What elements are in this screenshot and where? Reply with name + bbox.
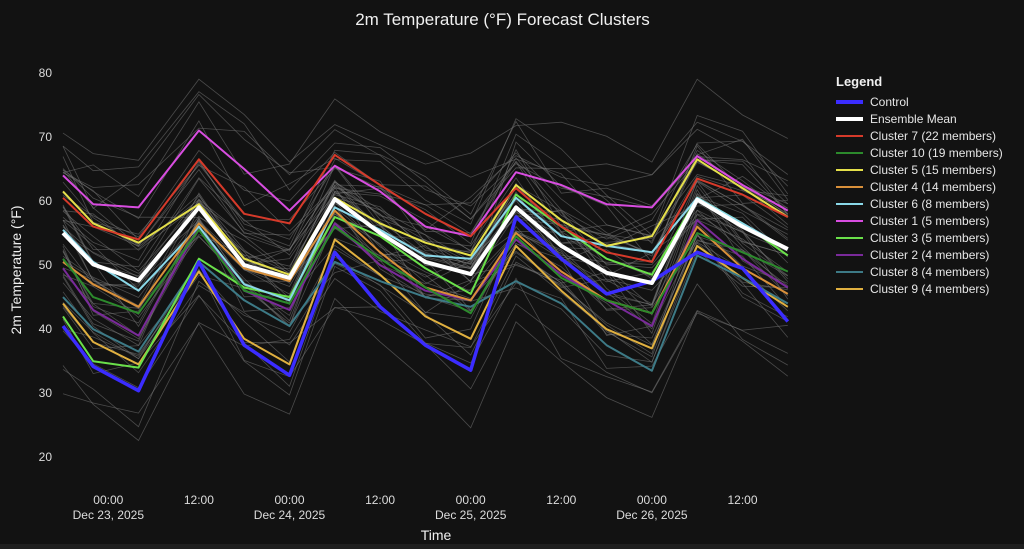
legend-item[interactable]: Control [836,93,1003,110]
series-line-cluster-1-5-members [62,129,789,238]
x-tick-date: Dec 23, 2025 [72,508,144,522]
x-axis-label: Time [420,527,452,543]
legend-swatch [836,116,863,121]
x-tick-time: 00:00 [93,493,124,507]
y-tick-label: 20 [38,450,52,465]
legend-label: Cluster 10 (19 members) [870,145,1003,160]
legend[interactable]: Legend Control Ensemble Mean Cluster 7 (22… [836,74,1003,297]
legend-item[interactable]: Cluster 3 (5 members) [836,229,1003,246]
series-line-control [61,215,790,393]
y-tick-label: 50 [38,258,52,273]
legend-item[interactable]: Cluster 4 (14 members) [836,178,1003,195]
ensemble-member-line [62,297,789,429]
ensemble-member-line [62,213,789,355]
legend-label: Cluster 1 (5 members) [870,213,990,228]
x-tick-time: 12:00 [365,493,396,507]
legend-item[interactable]: Ensemble Mean [836,110,1003,127]
y-tick-label: 60 [38,194,52,208]
legend-label: Cluster 4 (14 members) [870,179,997,194]
legend-swatch [836,151,863,154]
status-bar [0,544,1024,549]
legend-label: Cluster 8 (4 members) [870,264,990,279]
series-line-cluster-10-19-members [62,225,789,315]
legend-item[interactable]: Cluster 2 (4 members) [836,246,1003,263]
x-tick-label: 12:00 [184,493,214,508]
legend-item[interactable]: Cluster 10 (19 members) [836,144,1003,161]
x-tick-time: 12:00 [727,493,758,507]
legend-label: Cluster 6 (8 members) [870,196,990,211]
series-line-cluster-7-22-members [62,153,789,263]
legend-label: Cluster 5 (15 members) [870,162,997,177]
ensemble-member-line [62,195,789,325]
legend-item[interactable]: Cluster 1 (5 members) [836,212,1003,229]
legend-swatch [836,253,863,256]
legend-swatch [836,185,863,188]
legend-label: Cluster 7 (22 members) [870,128,997,143]
legend-swatch [836,168,863,171]
legend-label: Cluster 9 (4 members) [870,281,990,296]
legend-swatch [836,270,863,273]
series-line-ensemble-mean [61,197,789,285]
ensemble-member-line [62,148,789,295]
series-line-cluster-5-15-members [62,158,789,276]
x-tick-date: Dec 26, 2025 [616,508,688,522]
x-tick-time: 12:00 [183,493,214,507]
series-line-cluster-2-4-members [62,219,789,337]
chart-series [61,129,790,393]
ensemble-member-line [62,277,788,374]
legend-title: Legend [836,74,883,89]
x-tick-label: 00:00 Dec 25, 2025 [435,493,506,523]
y-tick-label: 80 [38,65,52,80]
legend-label: Cluster 2 (4 members) [870,247,990,262]
ensemble-member-line [62,270,788,393]
x-tick-date: Dec 24, 2025 [253,508,326,522]
chart-title: 2m Temperature (°F) Forecast Clusters [355,10,650,29]
ensemble-member-line [62,175,788,306]
x-tick-label: 12:00 [546,493,576,508]
legend-swatch [836,134,863,137]
y-tick-label: 40 [38,322,52,337]
legend-item[interactable]: Cluster 6 (8 members) [836,195,1003,212]
ensemble-member-line [62,78,788,165]
ensemble-member-line [62,178,788,278]
x-tick-time: 00:00 [636,493,667,507]
legend-label: Cluster 3 (5 members) [870,230,990,245]
legend-swatch [836,236,863,239]
x-tick-label: 00:00 Dec 23, 2025 [73,493,144,523]
legend-swatch [836,219,863,222]
x-tick-time: 00:00 [274,493,305,507]
series-line-cluster-8-4-members [62,254,789,372]
legend-items: Control Ensemble Mean Cluster 7 (22 member… [836,93,1003,297]
series-line-cluster-3-5-members [62,193,789,369]
ensemble-member-line [62,118,789,316]
x-tick-time: 00:00 [455,493,486,507]
legend-swatch [836,99,863,104]
x-tick-label: 12:00 [727,493,757,508]
x-tick-label: 12:00 [365,493,395,508]
legend-swatch [836,287,863,290]
ensemble-member-line [62,161,789,261]
legend-item[interactable]: Cluster 9 (4 members) [836,280,1003,297]
ensemble-member-line [62,177,788,269]
legend-label: Control [870,94,909,109]
legend-item[interactable]: Cluster 7 (22 members) [836,127,1003,144]
y-tick-label: 30 [38,386,52,401]
y-tick-label: 70 [38,129,52,144]
ensemble-member-line [62,91,789,220]
legend-item[interactable]: Cluster 8 (4 members) [836,263,1003,280]
x-tick-label: 00:00 Dec 24, 2025 [254,493,325,523]
legend-label: Ensemble Mean [870,111,957,126]
legend-item[interactable]: Cluster 5 (15 members) [836,161,1003,178]
ensemble-member-line [62,93,789,231]
legend-swatch [836,202,863,205]
x-tick-time: 12:00 [546,493,577,507]
x-tick-label: 00:00 Dec 26, 2025 [616,493,687,523]
x-tick-date: Dec 25, 2025 [434,508,507,522]
